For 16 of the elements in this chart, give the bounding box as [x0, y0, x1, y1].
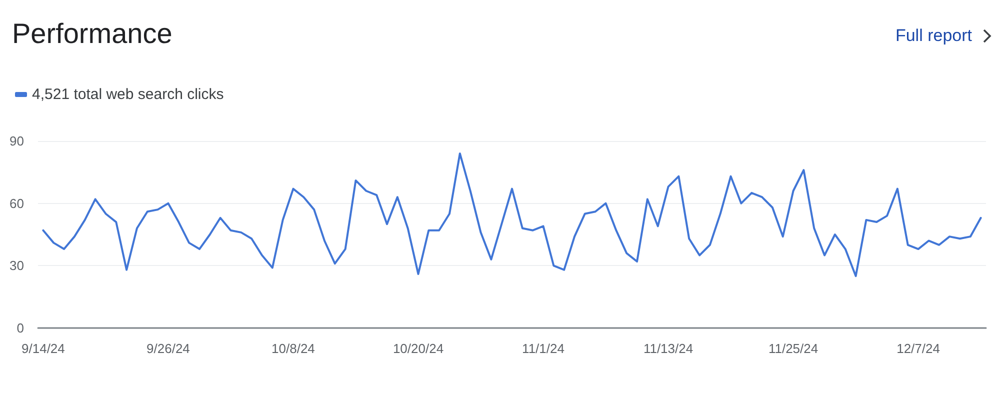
x-tick-label: 11/13/24: [643, 341, 694, 356]
y-tick-label: 60: [10, 196, 24, 211]
line-series: [42, 152, 982, 278]
legend-label: 4,521 total web search clicks: [32, 86, 224, 103]
x-tick-label: 12/7/24: [896, 341, 940, 356]
y-tick-label: 30: [10, 258, 24, 274]
x-tick-label: 10/8/24: [272, 341, 315, 356]
y-tick-label: 0: [16, 320, 24, 336]
y-tick-label: 90: [10, 134, 24, 148]
text: Full report: [895, 26, 972, 46]
x-tick-label: 10/20/24: [392, 341, 444, 356]
chart-title: Performance: [12, 18, 172, 50]
x-tick-label: 9/26/24: [146, 341, 190, 356]
x-tick-label: 11/25/24: [768, 341, 818, 356]
x-tick-label: 9/14/24: [22, 341, 65, 356]
x-tick-label: 11/1/24: [522, 341, 564, 356]
